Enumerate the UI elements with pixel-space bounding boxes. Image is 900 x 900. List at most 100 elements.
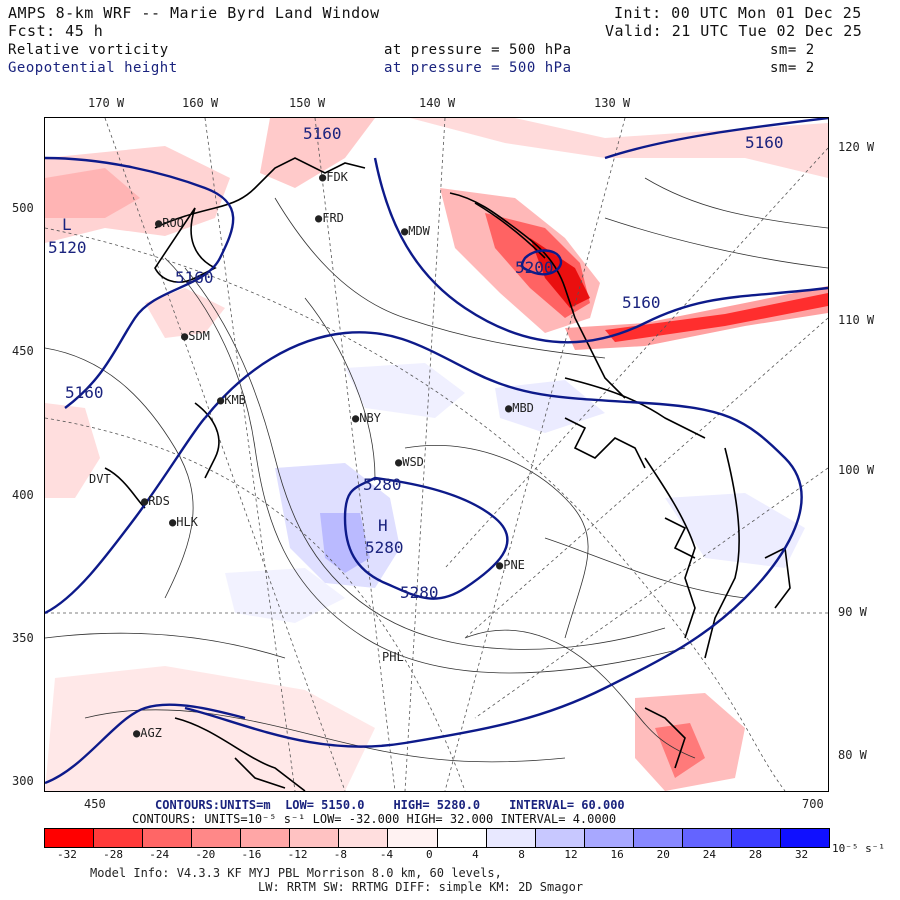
station-marker: ●WSD [395, 455, 424, 469]
station-marker: PHL [382, 650, 404, 664]
colorbar-tick-label: -12 [287, 848, 308, 861]
colorbar-tick-label: 16 [610, 848, 624, 861]
colorbar-tick-label: -4 [379, 848, 394, 861]
colorbar-tick-label: 24 [702, 848, 716, 861]
colorbar-swatch [780, 829, 829, 847]
right-lon-label: 110 W [838, 313, 875, 327]
height-label: 5160 [175, 268, 214, 287]
station-marker: ●NBY [352, 411, 381, 425]
colorbar-swatch [633, 829, 683, 847]
station-marker: ●MBD [505, 401, 534, 415]
station-marker: DVT [89, 472, 111, 486]
station-marker: ●ROO [155, 216, 184, 230]
colorbar-swatch [388, 829, 438, 847]
field1-level: at pressure = 500 hPa [384, 42, 572, 58]
height-label: 5160 [622, 293, 661, 312]
height-label: 5200 [515, 258, 554, 277]
colorbar-swatch [584, 829, 634, 847]
colorbar-swatch [192, 829, 242, 847]
field2-level: at pressure = 500 hPa [384, 60, 572, 76]
colorbar-tick-label: -20 [195, 848, 216, 861]
colorbar-tick-label: 28 [748, 848, 763, 861]
init-time: Init: 00 UTC Mon 01 Dec 25 [614, 4, 862, 22]
colorbar-tick-label: 8 [518, 848, 525, 861]
top-lon-label: 140 W [419, 96, 456, 110]
left-y-label: 500 [12, 201, 34, 215]
station-marker: ●FRD [315, 211, 344, 225]
top-lon-label: 150 W [289, 96, 326, 110]
right-lon-label: 100 W [838, 463, 875, 477]
station-marker: ●FDK [319, 170, 348, 184]
colorbar-swatch [339, 829, 389, 847]
station-marker: ●AGZ [133, 726, 162, 740]
station-marker: ●HLK [169, 515, 198, 529]
map-panel: 5160 5160 5120 5160 5160 5280 5280 5280 … [44, 117, 829, 792]
colorbar-swatch [682, 829, 732, 847]
bottom-x-label: 450 [84, 797, 106, 811]
colorbar-tick-label: -16 [241, 848, 262, 861]
plot-title: AMPS 8-km WRF -- Marie Byrd Land Window [8, 4, 380, 22]
left-y-label: 300 [12, 774, 34, 788]
height-contours [45, 118, 828, 785]
colorbar [44, 828, 830, 848]
colorbar-tick-label: 32 [794, 848, 809, 861]
right-lon-label: 90 W [838, 605, 867, 619]
valid-time: Valid: 21 UTC Tue 02 Dec 25 [605, 22, 863, 40]
vorticity-height-map [45, 118, 828, 791]
colorbar-swatch [437, 829, 487, 847]
bottom-x-label: 700 [802, 797, 824, 811]
physics-info: LW: RRTM SW: RRTMG DIFF: simple KM: 2D S… [258, 880, 584, 894]
station-marker: ●MDW [401, 224, 430, 238]
height-label: 5280 [365, 538, 404, 557]
colorbar-units: 10⁻⁵ s⁻¹ [832, 842, 885, 855]
high-pressure-marker: H [378, 516, 388, 535]
colorbar-tick-label: 20 [656, 848, 670, 861]
left-y-label: 450 [12, 344, 34, 358]
right-lon-label: 120 W [838, 140, 875, 154]
colorbar-tick-label: -28 [103, 848, 124, 861]
height-label: 5280 [363, 475, 402, 494]
height-label: 5160 [303, 124, 342, 143]
low-pressure-marker: L [62, 215, 72, 234]
colorbar-swatch [535, 829, 585, 847]
colorbar-tick-label: -24 [149, 848, 170, 861]
colorbar-tick-label: -32 [57, 848, 77, 861]
colorbar-swatch [731, 829, 781, 847]
field1-smoothing: sm= 2 [770, 42, 815, 58]
forecast-hour: Fcst: 45 h [8, 22, 104, 40]
vorticity-contour-info: CONTOURS: UNITS=10⁻⁵ s⁻¹ LOW= -32.000 HI… [132, 812, 617, 826]
height-label: 5160 [65, 383, 104, 402]
left-y-label: 350 [12, 631, 34, 645]
positive-vorticity-shading [225, 363, 805, 623]
height-contour-info: CONTOURS:UNITS=m LOW= 5150.0 HIGH= 5280.… [155, 798, 625, 812]
graticule [45, 118, 828, 791]
colorbar-swatch [94, 829, 144, 847]
colorbar-swatch [143, 829, 193, 847]
field2-smoothing: sm= 2 [770, 60, 815, 76]
colorbar-tick-label: 12 [564, 848, 578, 861]
left-y-label: 400 [12, 488, 34, 502]
station-marker: ●KMB [217, 393, 246, 407]
top-lon-label: 160 W [182, 96, 219, 110]
model-info: Model Info: V4.3.3 KF MYJ PBL Morrison 8… [90, 866, 502, 880]
height-label: 5280 [400, 583, 439, 602]
colorbar-swatch [241, 829, 291, 847]
colorbar-tick-label: -8 [333, 848, 347, 861]
vorticity-contours [45, 177, 828, 763]
height-label: 5120 [48, 238, 87, 257]
top-lon-label: 130 W [594, 96, 631, 110]
colorbar-tick-label: 4 [472, 848, 479, 861]
station-marker: ●RDS [141, 494, 170, 508]
colorbar-swatch [290, 829, 340, 847]
colorbar-tick-label: 0 [426, 848, 433, 861]
colorbar-swatch [45, 829, 95, 847]
height-label: 5160 [745, 133, 784, 152]
field2-name: Geopotential height [8, 60, 178, 76]
top-lon-label: 170 W [88, 96, 125, 110]
colorbar-labels: -32 -28 -24 -20 -16 -12 -8 -4 0 4 8 12 16 20 24 28 32 [44, 848, 828, 862]
field1-name: Relative vorticity [8, 42, 169, 58]
colorbar-swatch [486, 829, 536, 847]
right-lon-label: 80 W [838, 748, 867, 762]
station-marker: ●PNE [496, 558, 525, 572]
station-marker: ●SDM [181, 329, 210, 343]
